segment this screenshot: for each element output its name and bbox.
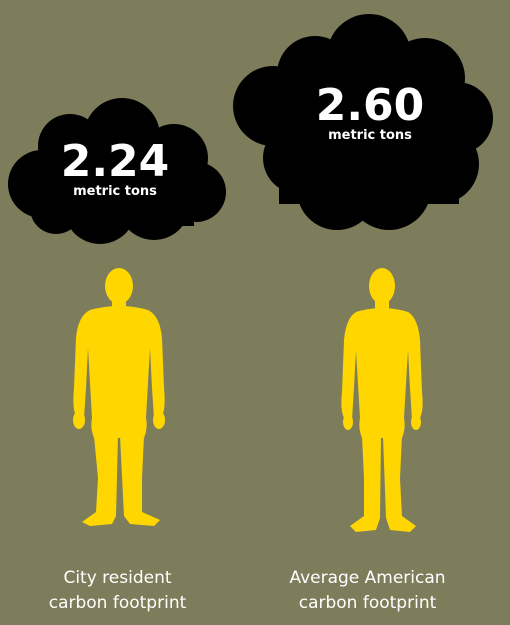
footprint-value: 2.24 (60, 136, 170, 187)
caption-line-1: City resident (63, 568, 172, 588)
average-american-panel: 2.60 metric tons Average American carbon… (225, 0, 510, 625)
cloud-icon (8, 98, 226, 244)
caption: City resident carbon footprint (0, 566, 235, 616)
person-silhouette-icon (73, 268, 165, 526)
caption-line-2: carbon footprint (48, 593, 187, 613)
footprint-unit: metric tons (328, 128, 412, 143)
footprint-unit: metric tons (73, 184, 157, 199)
caption: Average American carbon footprint (225, 566, 510, 616)
person-silhouette-icon (341, 268, 423, 532)
caption-line-2: carbon footprint (298, 593, 437, 613)
cloud-label: 2.24 metric tons (40, 140, 190, 200)
city-resident-panel: 2.24 metric tons City resident carbon fo… (0, 0, 235, 625)
caption-line-1: Average American (289, 568, 446, 588)
cloud-icon (233, 14, 493, 230)
cloud-label: 2.60 metric tons (295, 84, 445, 144)
footprint-value: 2.60 (315, 80, 425, 131)
